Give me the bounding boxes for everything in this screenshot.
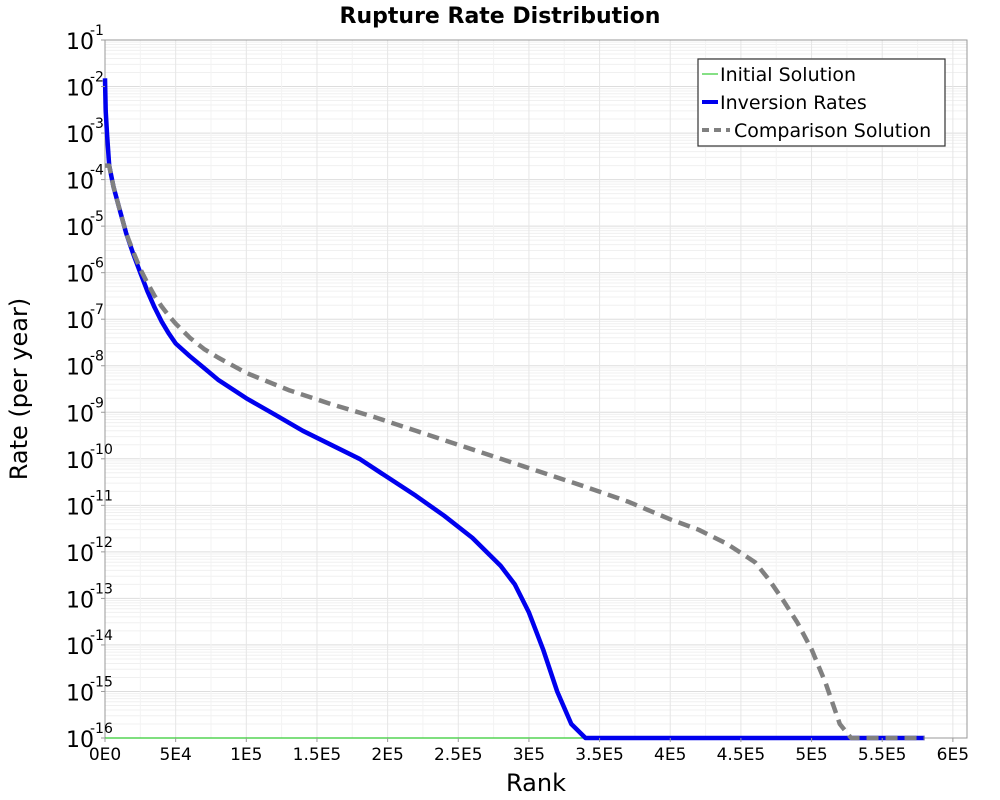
x-axis-label: Rank — [506, 769, 566, 797]
y-tick-label-base: 10 — [66, 170, 94, 195]
legend-box — [697, 58, 946, 147]
y-tick-label-exponent: -2 — [90, 70, 104, 86]
y-tick-label-exponent: -15 — [90, 674, 113, 690]
y-tick-label-base: 10 — [66, 77, 94, 102]
x-tick-label: 5.5E5 — [858, 745, 907, 765]
y-tick-label-base: 10 — [66, 635, 94, 660]
y-tick-label-base: 10 — [66, 588, 94, 613]
x-tick-label: 1E5 — [230, 745, 262, 765]
x-tick-label: 5E5 — [795, 745, 827, 765]
y-tick-label-exponent: -10 — [90, 442, 113, 458]
y-tick-label-exponent: -9 — [90, 395, 104, 411]
y-tick-label-base: 10 — [66, 216, 94, 241]
chart-title: Rupture Rate Distribution — [340, 4, 661, 29]
y-tick-label-exponent: -5 — [90, 209, 104, 225]
y-axis-ticks: 10-1610-1510-1410-1310-1210-1110-1010-91… — [66, 23, 113, 753]
series-line-comparison-solution — [105, 163, 925, 741]
y-tick-label-base: 10 — [66, 495, 94, 520]
x-tick-label: 2.5E5 — [434, 745, 483, 765]
y-tick-label-base: 10 — [66, 402, 94, 427]
x-tick-label: 5E4 — [159, 745, 191, 765]
y-tick-label-base: 10 — [66, 356, 94, 381]
y-tick-label-exponent: -4 — [90, 163, 104, 179]
y-tick-label-base: 10 — [66, 309, 94, 334]
legend-label-initial-solution: Initial Solution — [720, 64, 856, 86]
y-tick-label-exponent: -3 — [90, 116, 104, 132]
y-tick-label-base: 10 — [66, 123, 94, 148]
y-tick-label-exponent: -12 — [90, 535, 113, 551]
series-layer — [102, 78, 925, 741]
x-tick-label: 6E5 — [937, 745, 969, 765]
x-tick-label: 4.5E5 — [717, 745, 766, 765]
y-tick-label-base: 10 — [66, 681, 94, 706]
y-axis-label: Rate (per year) — [5, 298, 33, 480]
y-tick-label-exponent: -13 — [90, 581, 113, 597]
x-axis-ticks: 0E0 5E4 1E5 1.5E5 2E5 2.5E5 3E5 3.5E5 4E5 4.5E5 5E… — [89, 738, 969, 765]
y-tick-label-exponent: -16 — [90, 721, 113, 737]
y-tick-label-exponent: -7 — [90, 302, 104, 318]
legend-label-inversion-rates: Inversion Rates — [720, 92, 867, 114]
legend: Initial Solution Inversion Rates Compari… — [697, 58, 946, 147]
y-tick-label-exponent: -6 — [90, 256, 104, 272]
x-tick-label: 0E0 — [89, 745, 121, 765]
y-tick-label-exponent: -11 — [90, 488, 113, 504]
y-tick-label-exponent: -8 — [90, 349, 104, 365]
y-tick-label-base: 10 — [66, 263, 94, 288]
y-tick-label-base: 10 — [66, 30, 94, 55]
y-tick-label-base: 10 — [66, 542, 94, 567]
x-tick-label: 1.5E5 — [293, 745, 342, 765]
y-tick-label-exponent: -14 — [90, 628, 113, 644]
x-tick-label: 3.5E5 — [575, 745, 624, 765]
x-tick-label: 3E5 — [513, 745, 545, 765]
x-tick-label: 4E5 — [654, 745, 686, 765]
x-tick-label: 2E5 — [371, 745, 403, 765]
y-tick-label-base: 10 — [66, 728, 94, 753]
legend-label-comparison-solution: Comparison Solution — [734, 120, 931, 142]
y-tick-label-exponent: -1 — [90, 23, 104, 39]
y-tick-label-base: 10 — [66, 449, 94, 474]
